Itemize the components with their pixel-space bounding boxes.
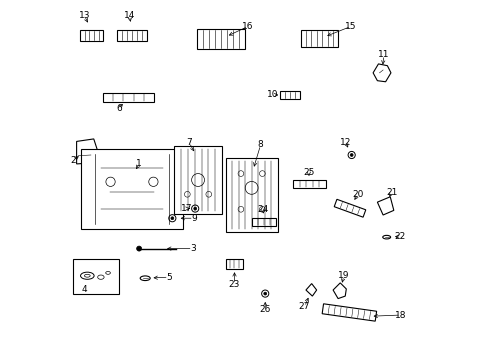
Bar (225, 158, 277, 231)
Circle shape (136, 246, 142, 251)
Bar (280, 91, 300, 99)
Text: 15: 15 (345, 22, 356, 31)
Text: 1: 1 (136, 159, 142, 168)
Text: 24: 24 (257, 205, 268, 214)
Bar (117, 30, 147, 41)
Ellipse shape (84, 274, 90, 277)
Text: 10: 10 (267, 90, 278, 99)
Text: 5: 5 (165, 273, 171, 282)
Text: 26: 26 (259, 305, 270, 314)
Text: 13: 13 (79, 11, 90, 20)
Text: 12: 12 (339, 138, 350, 147)
Text: 17: 17 (181, 204, 192, 213)
Ellipse shape (98, 275, 104, 279)
Circle shape (263, 292, 266, 295)
Bar (197, 29, 245, 49)
Ellipse shape (81, 272, 94, 279)
Text: 14: 14 (123, 11, 135, 20)
Polygon shape (377, 197, 393, 215)
Bar (251, 218, 276, 226)
Text: 21: 21 (385, 188, 397, 197)
Text: 6: 6 (116, 104, 122, 113)
Text: 4: 4 (81, 285, 87, 294)
Text: 27: 27 (298, 302, 309, 311)
Bar (102, 93, 154, 103)
Circle shape (193, 207, 196, 210)
Text: 22: 22 (393, 232, 405, 241)
Text: 11: 11 (377, 50, 389, 59)
Text: 16: 16 (242, 22, 253, 31)
Text: 23: 23 (228, 280, 240, 289)
Polygon shape (305, 284, 316, 296)
Bar (300, 30, 338, 48)
Bar (333, 199, 365, 217)
Bar (73, 258, 119, 294)
Polygon shape (332, 283, 346, 298)
Polygon shape (372, 64, 390, 82)
Bar (174, 146, 222, 214)
Text: 7: 7 (186, 138, 192, 147)
Bar (293, 180, 325, 188)
Bar (225, 259, 243, 269)
Ellipse shape (105, 271, 110, 274)
Text: 18: 18 (394, 311, 406, 320)
Text: 20: 20 (352, 190, 363, 199)
Text: 9: 9 (190, 214, 196, 223)
Bar (322, 304, 376, 321)
Text: 8: 8 (257, 140, 263, 149)
Polygon shape (77, 139, 99, 164)
Ellipse shape (140, 276, 150, 280)
Ellipse shape (382, 235, 390, 239)
Text: 25: 25 (303, 168, 314, 177)
Circle shape (349, 154, 352, 157)
Text: 3: 3 (189, 244, 195, 253)
Bar (80, 30, 103, 41)
Circle shape (171, 217, 173, 220)
Bar (81, 149, 183, 229)
Text: 19: 19 (337, 271, 349, 280)
Text: 2: 2 (70, 156, 76, 165)
